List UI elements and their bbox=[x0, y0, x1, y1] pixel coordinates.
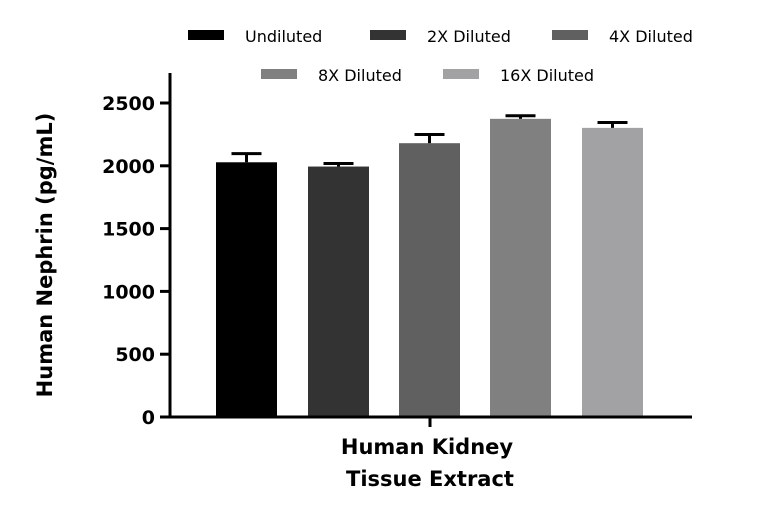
bar-undiluted bbox=[216, 162, 277, 417]
bars bbox=[216, 114, 643, 418]
legend-swatch bbox=[188, 30, 224, 40]
bar-4x-diluted bbox=[399, 143, 460, 417]
x-axis-label-line2: Tissue Extract bbox=[346, 467, 514, 491]
legend-label: Undiluted bbox=[245, 27, 322, 46]
legend-label: 8X Diluted bbox=[318, 66, 402, 85]
x-axis-label-line1: Human Kidney bbox=[341, 435, 514, 459]
legend-label: 16X Diluted bbox=[500, 66, 594, 85]
legend-swatch bbox=[443, 69, 479, 79]
legend-swatch bbox=[370, 30, 406, 40]
legend-label: 2X Diluted bbox=[427, 27, 511, 46]
legend-label: 4X Diluted bbox=[609, 27, 693, 46]
y-tick-label: 2500 bbox=[102, 93, 155, 115]
bar-8x-diluted bbox=[490, 118, 551, 418]
bar-16x-diluted bbox=[582, 127, 643, 417]
y-axis-title: Human Nephrin (pg/mL) bbox=[33, 113, 57, 398]
legend-swatch bbox=[261, 69, 297, 79]
y-tick-label: 1000 bbox=[102, 281, 155, 303]
y-tick-label: 1500 bbox=[102, 219, 155, 241]
axes: 0 500 1000 1500 2000 2500 bbox=[102, 73, 692, 429]
legend: Undiluted 2X Diluted 4X Diluted 8X Diluted 1… bbox=[188, 27, 693, 85]
y-tick-label: 2000 bbox=[102, 156, 155, 178]
legend-swatch bbox=[552, 30, 588, 40]
y-tick-label: 500 bbox=[115, 344, 155, 366]
y-tick-label: 0 bbox=[142, 407, 155, 429]
bar-2x-diluted bbox=[308, 166, 369, 417]
